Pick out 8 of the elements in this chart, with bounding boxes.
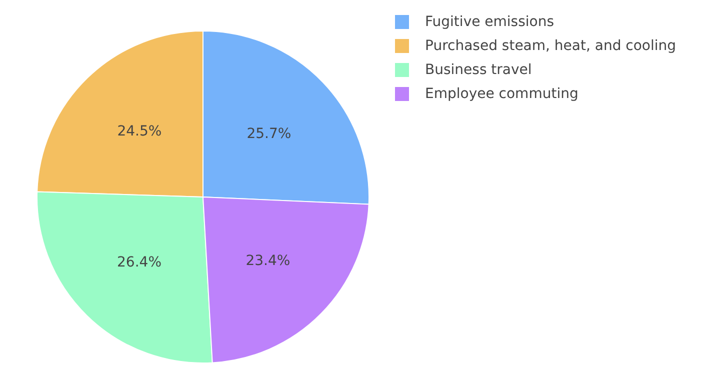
data-label: 25.7% [246,126,292,142]
legend-label: Employee commuting [425,86,578,102]
data-label: 23.4% [246,253,290,270]
data-label: 26.4% [117,254,162,270]
data-label: 24.5% [117,123,162,140]
legend-label: Business travel [425,62,532,78]
legend-label: Purchased steam, heat, and cooling [425,38,676,54]
legend-label: Fugitive emissions [425,14,554,30]
